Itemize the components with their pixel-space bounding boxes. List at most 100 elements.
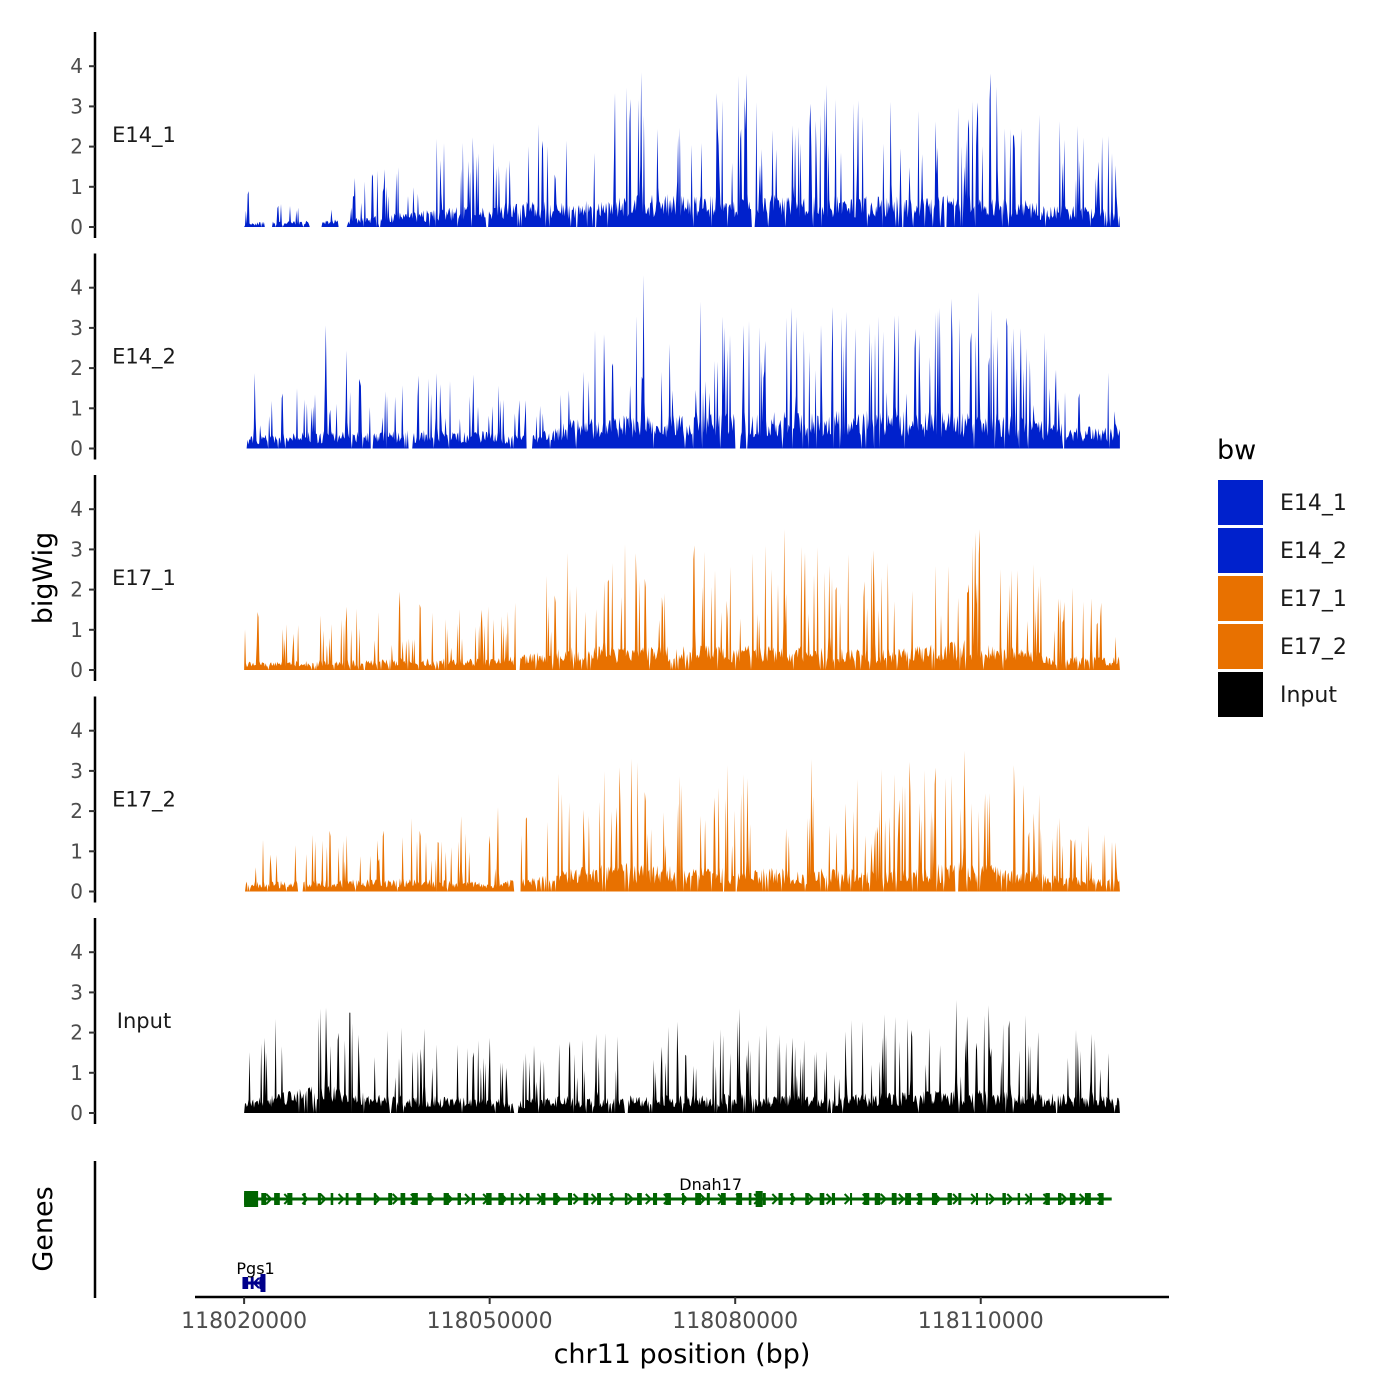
strand-arrow — [880, 1193, 888, 1205]
strand-arrow — [608, 1193, 617, 1205]
exon — [260, 1274, 266, 1292]
legend-label: E17_1 — [1280, 587, 1347, 612]
x-tick-label: 118110000 — [918, 1309, 1044, 1334]
strand-arrow — [789, 1193, 797, 1205]
x-axis: 118020000 118050000 118080000 118110000 — [181, 1295, 1169, 1334]
track-label: E14_2 — [112, 345, 176, 370]
signal-tracks: 0 1 2 3 4 E14_1 0 1 2 3 4 E14_2 0 1 2 3 4 E17_1 0 1 2 3 4 E17_2… — [70, 32, 1120, 1125]
track-label: E14_1 — [112, 123, 176, 148]
exon — [330, 1193, 334, 1205]
exon — [1084, 1193, 1091, 1205]
y-tick-label: 3 — [70, 316, 83, 340]
strand-arrow — [1042, 1193, 1050, 1205]
strand-arrow — [1096, 1193, 1105, 1205]
strand-arrow — [898, 1193, 906, 1205]
exon — [1057, 1193, 1062, 1205]
exon — [819, 1193, 825, 1205]
x-tick-label: 118020000 — [181, 1309, 307, 1334]
y-axis-title: bigWig — [28, 532, 59, 625]
x-tick-label: 118080000 — [672, 1309, 798, 1334]
signal-area-E17_2 — [244, 750, 1120, 892]
exon — [443, 1193, 449, 1205]
y-tick-label: 4 — [70, 276, 83, 300]
strand-arrow — [572, 1193, 580, 1205]
strand-arrow — [482, 1193, 490, 1205]
legend-title: bw — [1217, 435, 1256, 466]
strand-arrow — [446, 1193, 454, 1205]
track-label: Input — [117, 1009, 171, 1033]
legend-swatch — [1218, 480, 1263, 525]
track-E14_1: 0 1 2 3 4 E14_1 — [70, 32, 1120, 239]
exon — [1002, 1193, 1006, 1205]
strand-arrow — [590, 1193, 598, 1205]
legend-label: E14_1 — [1280, 491, 1347, 516]
signal-area-Input — [244, 999, 1120, 1113]
exon — [1069, 1193, 1076, 1205]
y-tick-label: 0 — [70, 1101, 83, 1125]
strand-arrow — [771, 1193, 779, 1205]
exon — [427, 1193, 432, 1205]
y-tick-label: 4 — [70, 54, 83, 78]
y-tick-label: 1 — [70, 839, 83, 863]
strand-arrow — [464, 1193, 472, 1205]
exon — [553, 1193, 558, 1205]
track-Input: 0 1 2 3 4 Input — [70, 918, 1120, 1125]
strand-arrow — [970, 1193, 978, 1205]
exon — [791, 1193, 794, 1205]
strand-arrow — [247, 1193, 255, 1205]
strand-arrow — [988, 1193, 996, 1205]
genes-axis-title: Genes — [28, 1186, 59, 1271]
y-tick-label: 1 — [70, 618, 83, 642]
strand-arrow — [717, 1193, 725, 1205]
exon — [762, 1193, 766, 1205]
exon — [610, 1193, 613, 1205]
strand-arrow — [645, 1193, 653, 1205]
track-E14_2: 0 1 2 3 4 E14_2 — [70, 253, 1120, 461]
exon — [850, 1193, 853, 1205]
track-label: E17_1 — [112, 566, 176, 591]
utr-block — [244, 1191, 259, 1207]
strand-arrow — [735, 1193, 743, 1205]
y-tick-label: 2 — [70, 578, 83, 602]
track-E17_2: 0 1 2 3 4 E17_2 — [70, 696, 1120, 904]
genes-track: Dnah17 Pgs1 — [93, 1161, 1112, 1298]
exon — [637, 1193, 642, 1205]
exon — [373, 1193, 377, 1205]
exon — [958, 1193, 962, 1205]
exon — [695, 1193, 702, 1205]
y-tick-label: 2 — [70, 135, 83, 159]
exon — [261, 1193, 267, 1205]
exon — [805, 1193, 809, 1205]
y-tick-label: 3 — [70, 537, 83, 561]
exon — [510, 1193, 514, 1205]
strand-arrow — [861, 1193, 870, 1205]
strand-arrow — [952, 1193, 960, 1205]
exon — [624, 1193, 628, 1205]
exon — [303, 1193, 306, 1205]
exon — [1017, 1193, 1021, 1205]
strand-arrow — [319, 1193, 327, 1205]
y-tick-label: 3 — [70, 980, 83, 1004]
gene-Dnah17: Dnah17 — [244, 1175, 1112, 1207]
strand-arrow — [428, 1193, 436, 1205]
strand-arrow — [554, 1193, 562, 1205]
legend-swatch — [1218, 672, 1263, 717]
y-tick-label: 4 — [70, 940, 83, 964]
y-tick-label: 2 — [70, 799, 83, 823]
gene-label: Pgs1 — [236, 1259, 274, 1278]
signal-area-E14_1 — [244, 72, 1120, 227]
strand-arrow — [265, 1193, 273, 1205]
strand-arrow — [252, 1277, 260, 1289]
strand-arrow — [1078, 1193, 1087, 1205]
legend-swatch — [1218, 528, 1263, 573]
track-label: E17_2 — [112, 788, 176, 813]
y-tick-label: 1 — [70, 175, 83, 199]
exon — [567, 1193, 573, 1205]
exon — [356, 1193, 362, 1205]
exon — [736, 1193, 743, 1205]
strand-arrow — [283, 1193, 291, 1205]
y-tick-label: 3 — [70, 94, 83, 118]
strand-arrow — [392, 1193, 400, 1205]
legend-label: E17_2 — [1280, 635, 1347, 660]
y-tick-label: 0 — [70, 215, 83, 239]
